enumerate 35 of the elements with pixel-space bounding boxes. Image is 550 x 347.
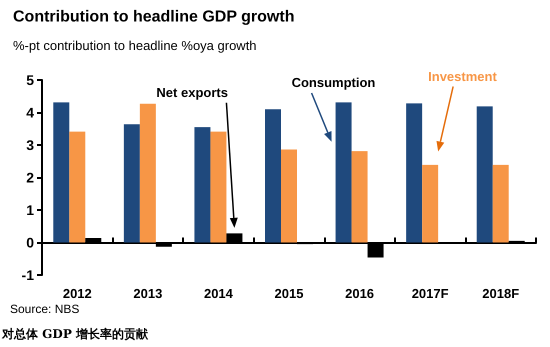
bar — [336, 102, 352, 242]
x-tick-label: 2018F — [482, 286, 520, 301]
y-tick-label: 4 — [26, 104, 34, 120]
x-tick-label: 2012 — [62, 286, 92, 301]
chart-title: Contribution to headline GDP growth — [13, 8, 294, 26]
y-tick-label: 0 — [26, 234, 34, 250]
text: Net exports — [156, 84, 228, 100]
x-tick-label: 2013 — [133, 286, 162, 301]
x-tick-label: 2015 — [274, 286, 304, 301]
bar — [194, 127, 210, 242]
bar — [69, 132, 86, 242]
y-tick-label: 2 — [26, 170, 34, 186]
x-tick-label: 2014 — [204, 286, 234, 301]
y-tick-label: 5 — [26, 72, 34, 88]
text: 对总体 GDP 增长率的贡献 — [2, 326, 148, 343]
bar — [492, 164, 509, 242]
series-label: Consumption — [292, 75, 376, 90]
bar — [281, 150, 297, 242]
bar — [265, 109, 281, 242]
bar — [124, 124, 140, 242]
bar — [140, 104, 156, 242]
y-tick-label: 3 — [26, 137, 34, 153]
bar — [476, 106, 493, 242]
bar — [352, 151, 368, 242]
bar — [406, 103, 422, 242]
y-tick-label: 1 — [26, 202, 34, 218]
bar — [53, 102, 70, 242]
y-tick-label: -1 — [22, 267, 34, 283]
chart-subtitle: %-pt contribution to headline %oya growth — [13, 38, 257, 53]
bar — [210, 132, 226, 242]
x-tick-label: 2016 — [345, 286, 374, 301]
bar — [422, 164, 438, 242]
x-tick-label: 2017F — [412, 286, 449, 301]
source-note: Source: NBS — [10, 302, 80, 316]
text: Investment — [428, 68, 497, 84]
